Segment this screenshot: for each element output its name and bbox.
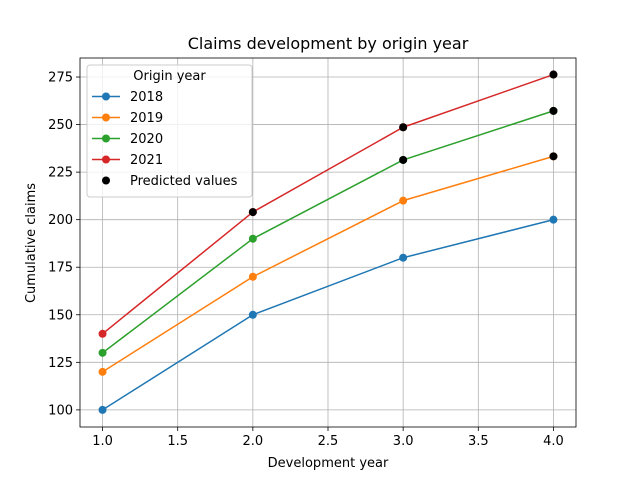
legend-label: 2018 (130, 90, 163, 105)
legend-box (86, 64, 253, 198)
legend-marker (102, 113, 110, 122)
legend-entry: 2018 (92, 90, 163, 105)
data-point (98, 329, 107, 338)
y-tick-label: 200 (48, 213, 73, 228)
series-line (101, 218, 555, 411)
y-tick-label: 175 (48, 261, 73, 276)
legend-title: Origin year (133, 69, 206, 84)
legend-label: 2020 (130, 132, 163, 147)
y-axis-title: Cumulative claims (24, 183, 39, 303)
predicted-point (399, 155, 408, 164)
data-point (399, 253, 408, 262)
y-tick-label: 100 (48, 403, 73, 418)
legend-marker (102, 155, 110, 164)
x-tick-label: 1.0 (92, 434, 113, 449)
x-tick-label: 2.0 (243, 434, 264, 449)
x-axis-title: Development year (268, 456, 389, 471)
series-2019 (98, 152, 558, 376)
data-point (248, 234, 257, 243)
y-tick-label: 150 (48, 308, 73, 323)
series-line (101, 109, 555, 354)
x-axis: 1.0 1.5 2.0 2.5 3.0 3.5 4.0 (92, 427, 564, 449)
data-point (98, 367, 107, 376)
legend-entry: 2021 (92, 153, 163, 168)
series-line (101, 73, 555, 335)
series-2021 (98, 70, 558, 338)
data-point (399, 196, 408, 205)
y-tick-label: 125 (48, 356, 73, 371)
plot-area (79, 57, 577, 428)
legend-entry: 2020 (92, 132, 163, 147)
legend-entry: 2019 (92, 111, 163, 126)
x-tick-label: 2.5 (318, 434, 339, 449)
predicted-point (549, 152, 558, 161)
legend-marker (102, 134, 110, 143)
x-tick-label: 3.0 (393, 434, 414, 449)
data-point (98, 348, 107, 357)
legend-label: 2021 (130, 153, 163, 168)
legend-marker (102, 176, 110, 185)
series-line (101, 155, 555, 373)
legend-label: Predicted values (130, 174, 238, 189)
data-point (248, 272, 257, 281)
legend-label: 2019 (130, 111, 163, 126)
series-2018 (98, 215, 558, 414)
x-tick-label: 4.0 (543, 434, 564, 449)
y-tick-label: 275 (48, 71, 73, 86)
chart-title: Claims development by origin year (188, 34, 469, 53)
grid (80, 58, 576, 427)
data-point (98, 405, 107, 414)
y-tick-label: 250 (48, 118, 73, 133)
legend: Origin year 2018 2019 2020 2021 Predicted va… (86, 64, 253, 198)
series-2020 (98, 106, 558, 357)
x-tick-label: 3.5 (468, 434, 489, 449)
predicted-point (549, 70, 558, 79)
predicted-point (549, 106, 558, 115)
predicted-point (248, 208, 257, 217)
data-point (248, 310, 257, 319)
x-tick-label: 1.5 (167, 434, 188, 449)
legend-marker (102, 92, 110, 101)
predicted-point (399, 123, 408, 132)
data-point (549, 215, 558, 224)
legend-entry-predicted: Predicted values (102, 174, 238, 189)
legend-entries: 2018 2019 2020 2021 Predicted values (92, 90, 238, 189)
y-tick-label: 225 (48, 166, 73, 181)
y-axis: 100 125 150 175 200 225 250 275 (48, 71, 80, 418)
series-layer (98, 70, 558, 414)
